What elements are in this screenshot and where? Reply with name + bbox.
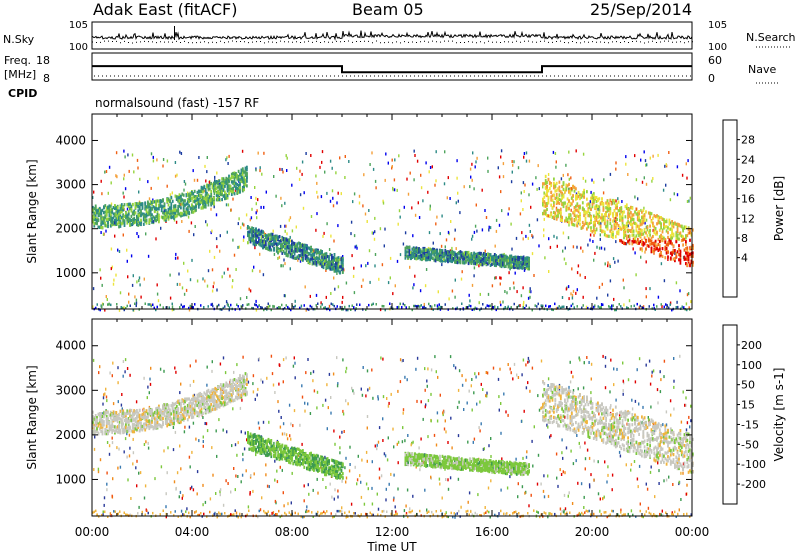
nsky-trace — [91, 30, 693, 41]
ytick-label: 1000 — [55, 472, 86, 486]
nsearch-tick-high: 105 — [708, 20, 727, 31]
xtick-label: 20:00 — [575, 525, 610, 539]
ytick-label: 4000 — [55, 133, 86, 147]
heatmap-panel-velocity — [91, 319, 740, 519]
nsky-panel-frame — [91, 21, 693, 50]
xtick-label: 04:00 — [175, 525, 210, 539]
cpid-label: CPID — [8, 87, 37, 100]
ylabel-power: Slant Range [km] — [25, 159, 39, 263]
freq-unit: [MHz] — [4, 68, 36, 81]
colorbar-tick: -50 — [741, 438, 759, 451]
colorbar-tick: -100 — [741, 458, 766, 471]
ytick-label: 4000 — [55, 339, 86, 353]
colorbar-tick: 4 — [741, 252, 748, 265]
ytick-label: 2000 — [55, 428, 86, 442]
nsky-label: N.Sky — [3, 33, 35, 46]
xtick-label: 08:00 — [275, 525, 310, 539]
nsearch-label: N.Search — [746, 31, 796, 44]
nsky-tick-low: 100 — [69, 42, 88, 53]
nave-tick-low: 0 — [708, 72, 715, 85]
cpid-value: normalsound (fast) -157 RF — [95, 96, 259, 110]
colorbar-tick: 24 — [741, 153, 755, 166]
heatmap-frame-power — [91, 113, 693, 310]
colorbar-tick: 200 — [741, 339, 762, 352]
station-title: Adak East (fitACF) — [93, 0, 238, 19]
xtick-label: 12:00 — [375, 525, 410, 539]
freq-tick-high: 18 — [36, 54, 50, 67]
colorbar-frame — [722, 324, 738, 505]
colorbar-label-power: Power [dB] — [772, 176, 786, 241]
freq-trace — [92, 65, 692, 74]
colorbar-tick: 50 — [741, 379, 755, 392]
ytick-label: 3000 — [55, 178, 86, 192]
colorbar-tick: 12 — [741, 212, 755, 225]
date-title: 25/Sep/2014 — [589, 0, 692, 19]
heatmap-frame-velocity — [91, 318, 693, 517]
ylabel-velocity: Slant Range [km] — [25, 365, 39, 469]
colorbar-tick: -15 — [741, 418, 759, 431]
nave-tick-high: 60 — [708, 54, 722, 67]
heatmap-panel-power — [91, 114, 740, 312]
nsky-tick-high: 105 — [69, 20, 88, 31]
ytick-label: 1000 — [55, 266, 86, 280]
colorbar-tick: 100 — [741, 359, 762, 372]
nsearch-tick-low: 100 — [708, 42, 727, 53]
colorbar-label-velocity: Velocity [m s-1] — [772, 368, 786, 462]
freq-label: Freq. — [4, 54, 31, 67]
nave-label: Nave — [748, 63, 776, 76]
ytick-label: 2000 — [55, 222, 86, 236]
colorbar-frame — [722, 119, 738, 298]
colorbar-tick: -200 — [741, 478, 766, 491]
xtick-label: 00:00 — [675, 525, 710, 539]
colorbar-tick: 15 — [741, 399, 755, 412]
beam-title: Beam 05 — [352, 0, 424, 19]
ytick-label: 3000 — [55, 383, 86, 397]
xaxis-label: Time UT — [366, 540, 417, 554]
xtick-label: 16:00 — [475, 525, 510, 539]
freq-tick-low: 8 — [43, 72, 50, 85]
xtick-label: 00:00 — [75, 525, 110, 539]
colorbar-tick: 20 — [741, 173, 755, 186]
nsearch-trace — [92, 40, 693, 44]
colorbar-tick: 8 — [741, 232, 748, 245]
colorbar-tick: 16 — [741, 193, 755, 206]
colorbar-tick: 28 — [741, 134, 755, 147]
